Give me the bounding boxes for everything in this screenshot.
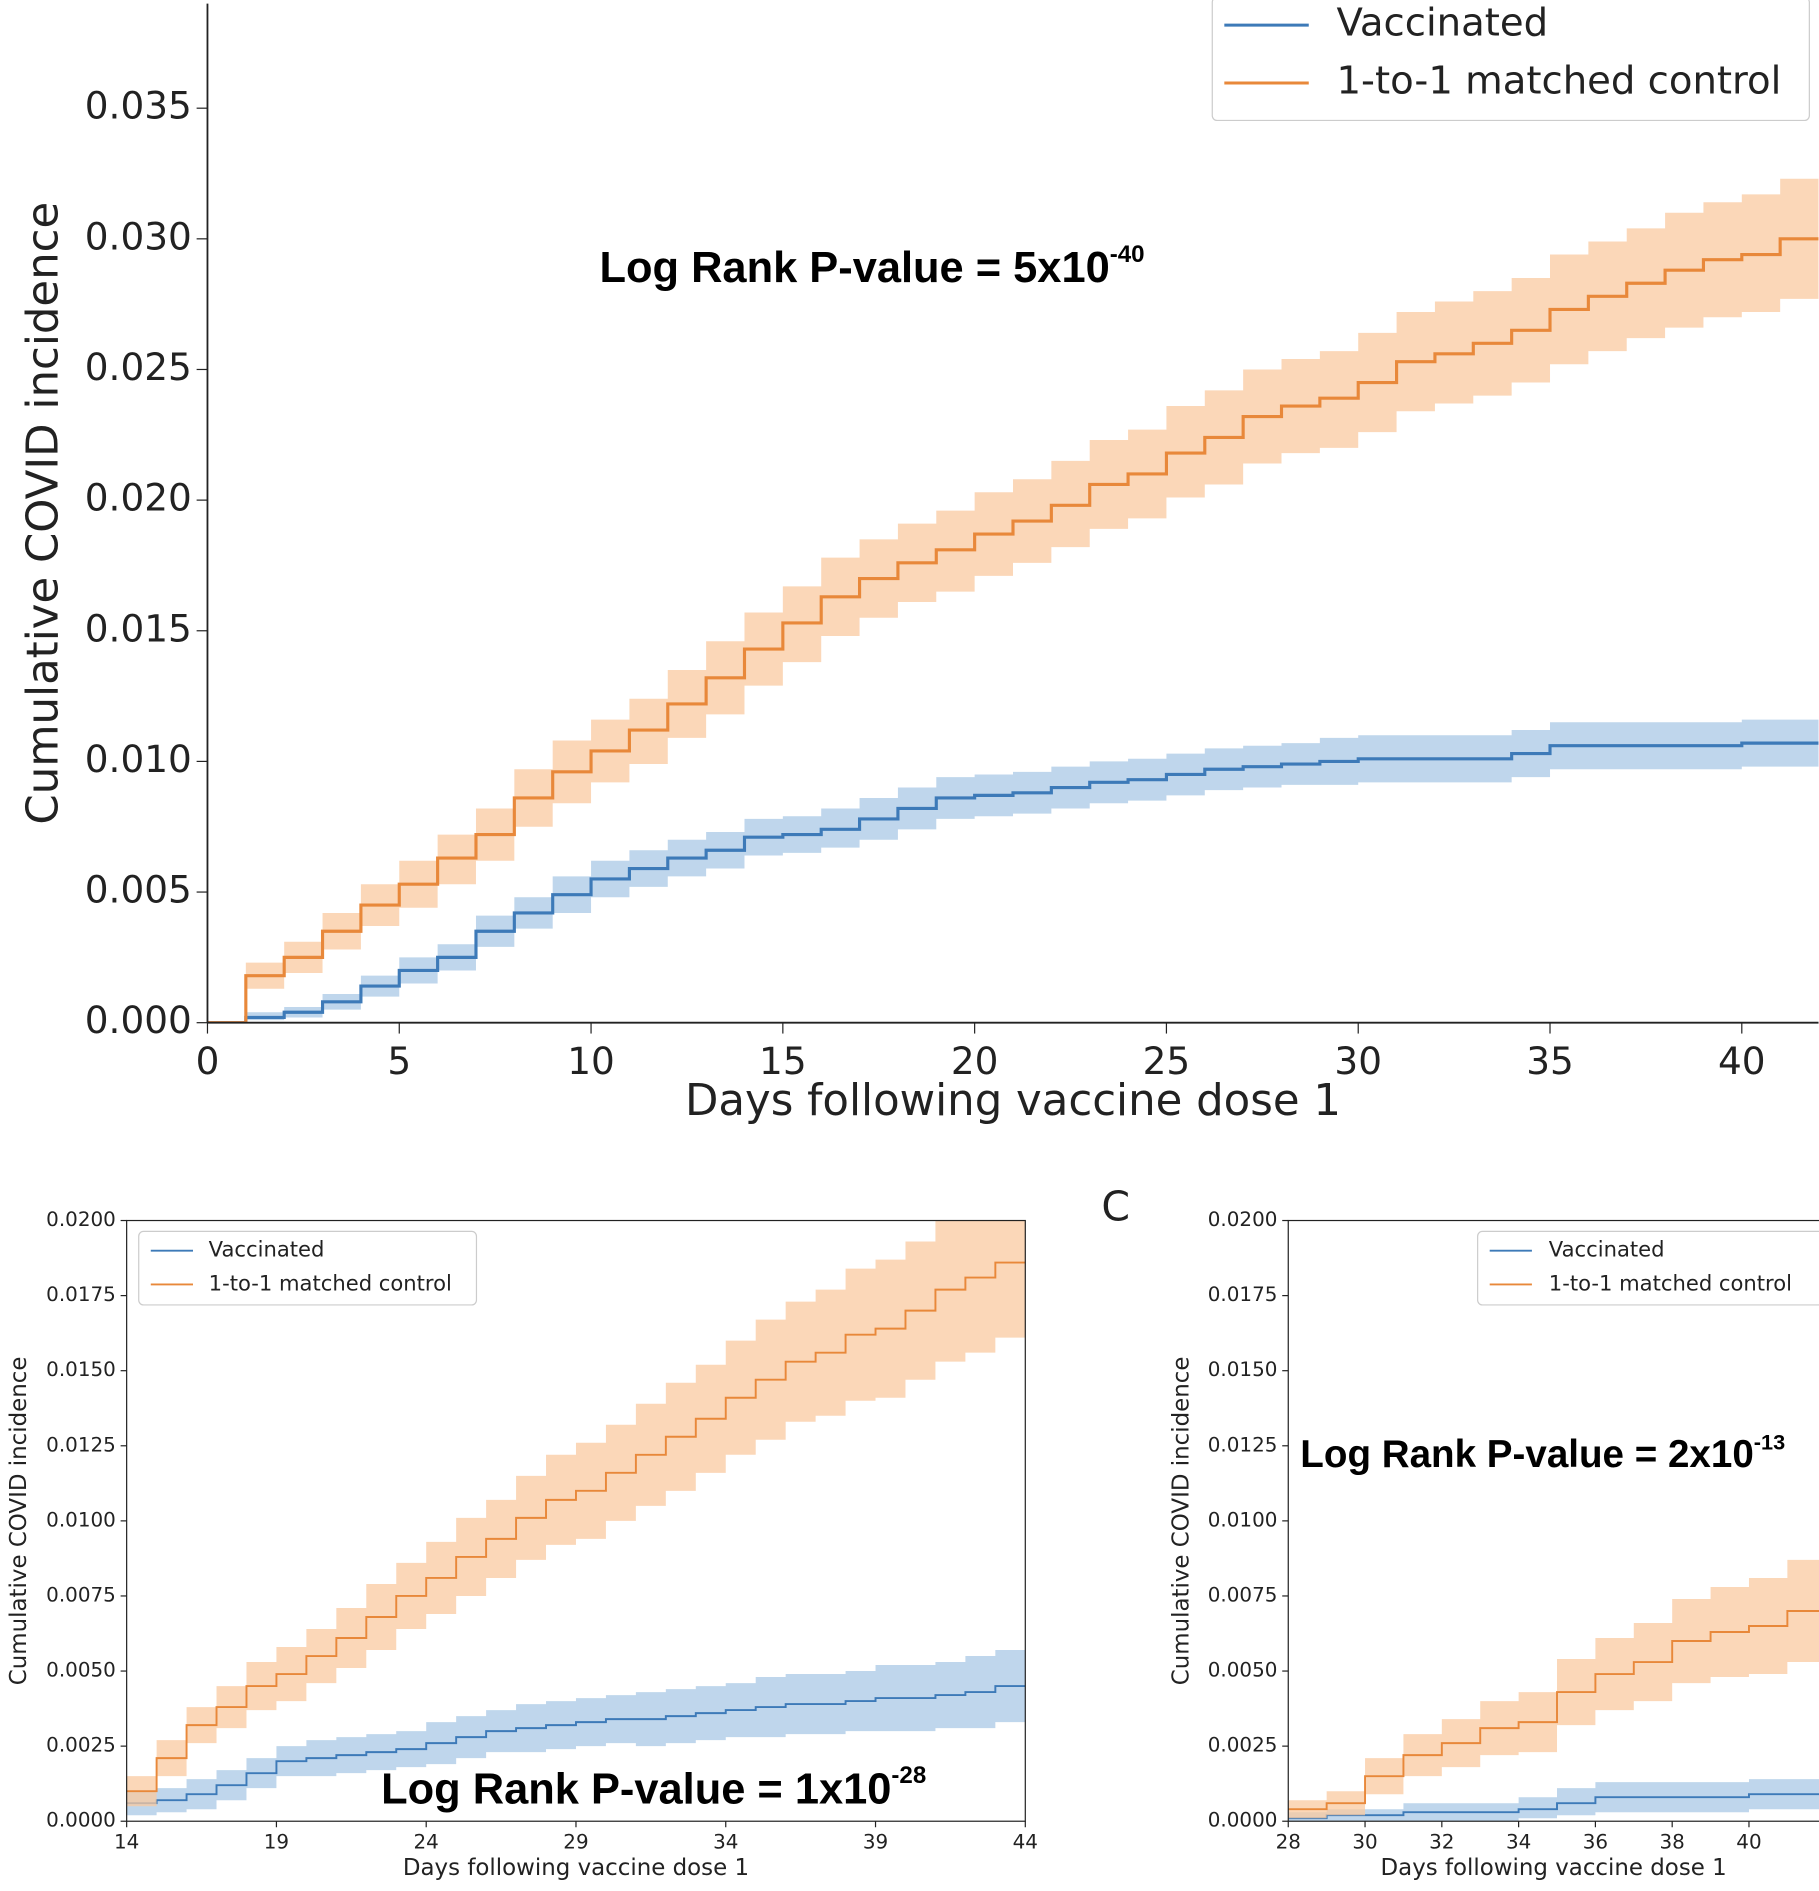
y-tick-label: 0.0050 <box>46 1659 116 1682</box>
y-tick-label: 0.030 <box>85 214 192 258</box>
y-tick-label: 0.0100 <box>46 1508 116 1531</box>
x-tick-label: 38 <box>1660 1831 1685 1854</box>
x-tick-label: 15 <box>759 1039 807 1083</box>
p-value-annotation: Log Rank P-value = 5x10-40 <box>599 241 1144 292</box>
y-tick-label: 0.0100 <box>1208 1508 1278 1531</box>
confidence-band <box>207 719 1819 1023</box>
x-tick-label: 19 <box>264 1831 289 1854</box>
confidence-band <box>126 1220 1026 1807</box>
legend-label: 1-to-1 matched control <box>209 1270 452 1295</box>
y-tick-label: 0.035 <box>85 84 192 128</box>
y-tick-label: 0.0075 <box>46 1583 116 1606</box>
x-tick-label: 44 <box>1013 1831 1038 1854</box>
y-tick-label: 0.0125 <box>46 1433 116 1456</box>
y-tick-label: 0.000 <box>85 998 192 1042</box>
x-tick-label: 24 <box>414 1831 439 1854</box>
y-tick-label: 0.0025 <box>1208 1734 1278 1757</box>
confidence-band <box>207 178 1819 1023</box>
legend-box <box>138 1230 478 1306</box>
p-value-text: Log Rank P-value = 5x10 <box>599 245 1109 293</box>
p-value-exponent: -40 <box>1110 241 1145 268</box>
legend-label: Vaccinated <box>1549 1237 1665 1262</box>
y-tick-label: 0.0150 <box>1208 1358 1278 1381</box>
x-tick-label: 29 <box>563 1831 588 1854</box>
y-tick-label: 0.0125 <box>1208 1433 1278 1456</box>
y-tick-label: 0.010 <box>85 737 192 781</box>
step-line <box>1288 1793 1819 1820</box>
p-value-text: Log Rank P-value = 1x10 <box>381 1766 891 1814</box>
y-tick-label: 0.025 <box>85 345 192 389</box>
x-tick-label: 20 <box>951 1039 999 1083</box>
y-axis-label: Cumulative COVID incidence <box>18 202 68 825</box>
plot-area <box>207 178 1819 1023</box>
p-value-exponent: -13 <box>1754 1429 1785 1454</box>
step-line <box>1288 1610 1819 1811</box>
x-tick-label: 40 <box>1718 1039 1766 1083</box>
confidence-band <box>126 1650 1026 1816</box>
x-tick-label: 36 <box>1583 1831 1608 1854</box>
panel-label: C <box>1101 1183 1130 1231</box>
y-tick-label: 0.0175 <box>1208 1283 1278 1306</box>
y-tick-label: 0.0150 <box>46 1358 116 1381</box>
legend-box <box>1211 0 1810 122</box>
legend-label: Vaccinated <box>1337 1 1549 46</box>
p-value-annotation: Log Rank P-value = 1x10-28 <box>381 1762 926 1813</box>
y-tick-label: 0.0200 <box>1208 1208 1278 1231</box>
y-axis-label: Cumulative COVID incidence <box>6 1357 32 1686</box>
step-line <box>126 1685 1026 1805</box>
y-tick-label: 0.015 <box>85 606 192 650</box>
confidence-band <box>1288 1559 1819 1819</box>
x-tick-label: 28 <box>1276 1831 1301 1854</box>
x-tick-label: 32 <box>1429 1831 1454 1854</box>
step-line <box>207 741 1819 1023</box>
step-line <box>126 1261 1026 1793</box>
y-axis-label: Cumulative COVID incidence <box>1169 1357 1195 1686</box>
step-line <box>207 237 1819 1023</box>
y-tick-label: 0.0000 <box>46 1809 116 1832</box>
plot-area <box>1288 1559 1819 1822</box>
legend-label: 1-to-1 matched control <box>1337 59 1782 104</box>
y-tick-label: 0.0025 <box>46 1734 116 1757</box>
x-tick-label: 5 <box>387 1039 411 1083</box>
y-tick-label: 0.0075 <box>1208 1583 1278 1606</box>
p-value-exponent: -28 <box>891 1762 926 1789</box>
p-value-text: Log Rank P-value = 2x10 <box>1300 1433 1753 1476</box>
x-tick-label: 25 <box>1143 1039 1191 1083</box>
y-tick-label: 0.0000 <box>1208 1809 1278 1832</box>
plot-area <box>126 1220 1026 1816</box>
x-tick-label: 34 <box>1506 1831 1531 1854</box>
y-tick-label: 0.0200 <box>46 1208 116 1231</box>
legend-box <box>1477 1230 1819 1306</box>
x-axis-label: Days following vaccine dose 1 <box>685 1076 1341 1126</box>
x-tick-label: 14 <box>114 1831 139 1854</box>
x-tick-label: 34 <box>713 1831 738 1854</box>
x-tick-label: 30 <box>1352 1831 1377 1854</box>
x-tick-label: 40 <box>1736 1831 1761 1854</box>
y-tick-label: 0.005 <box>85 868 192 912</box>
confidence-band <box>1288 1779 1819 1822</box>
x-tick-label: 39 <box>863 1831 888 1854</box>
legend-label: 1-to-1 matched control <box>1549 1270 1792 1295</box>
x-axis-label: Days following vaccine dose 1 <box>1381 1855 1727 1881</box>
x-axis-label: Days following vaccine dose 1 <box>403 1855 749 1881</box>
x-tick-label: 30 <box>1334 1039 1382 1083</box>
y-tick-label: 0.0050 <box>1208 1659 1278 1682</box>
legend-label: Vaccinated <box>209 1237 325 1262</box>
x-tick-label: 10 <box>567 1039 615 1083</box>
y-tick-label: 0.020 <box>85 476 192 520</box>
p-value-annotation: Log Rank P-value = 2x10-13 <box>1300 1429 1785 1476</box>
y-tick-label: 0.0175 <box>46 1283 116 1306</box>
x-tick-label: 35 <box>1526 1039 1574 1083</box>
x-tick-label: 0 <box>196 1039 220 1083</box>
